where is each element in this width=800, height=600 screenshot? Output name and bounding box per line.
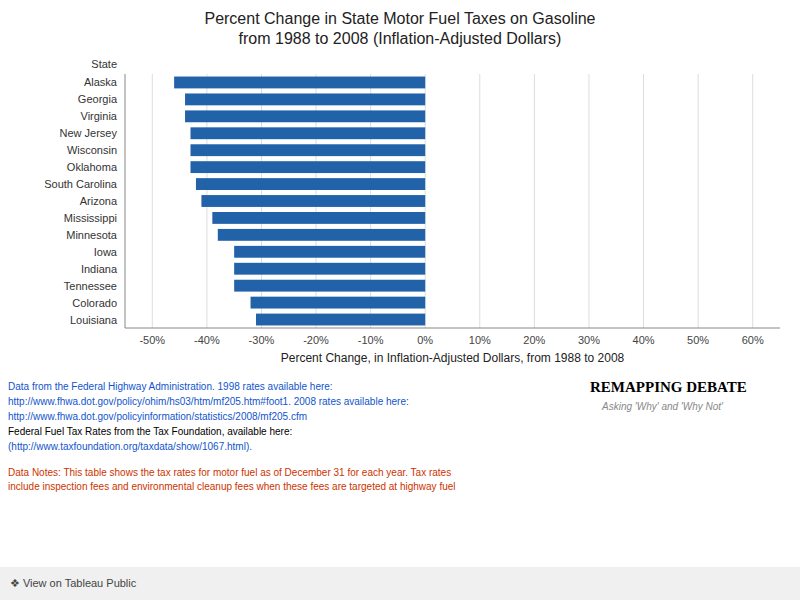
tick-label: 30% <box>578 334 600 346</box>
bar <box>185 110 425 122</box>
bars <box>174 77 425 326</box>
tick-label: -20% <box>303 334 329 346</box>
category-label: Arizona <box>80 195 118 207</box>
x-axis-line <box>125 328 780 329</box>
bar <box>201 195 425 207</box>
grid <box>152 74 752 328</box>
tick-label: -50% <box>139 334 165 346</box>
footer-line: http://www.fhwa.dot.gov/policy/ohim/hs03… <box>8 396 409 407</box>
category-label: South Carolina <box>44 178 118 190</box>
tick-label: 40% <box>633 334 655 346</box>
category-label: Oklahoma <box>67 161 118 173</box>
x-axis-label: Percent Change, in Inflation-Adjusted Do… <box>281 351 625 365</box>
grid-line <box>479 74 480 328</box>
grid-line <box>698 74 699 328</box>
bar <box>196 178 425 190</box>
y-axis-label: State <box>91 58 117 70</box>
grid-line <box>752 74 753 328</box>
x-ticks: -50% -40% -30% -20% -10% 0% 10% 20% 30% 40% 50% 60% <box>139 334 763 346</box>
category-label: Virginia <box>81 110 118 122</box>
category-label: Georgia <box>78 93 118 105</box>
logo-title: REMAPPING DEBATE <box>590 379 747 395</box>
grid-line <box>152 74 153 328</box>
toolbar-text: ❖ View on Tableau Public <box>10 577 137 589</box>
bar <box>256 314 425 326</box>
chart: Percent Change in State Motor Fuel Taxes… <box>0 0 800 600</box>
category-label: Colorado <box>72 297 117 309</box>
grid-line <box>643 74 644 328</box>
title: Percent Change in State Motor Fuel Taxes… <box>204 10 595 47</box>
tick-label: -40% <box>194 334 220 346</box>
bar <box>191 144 426 156</box>
tick-label: -10% <box>358 334 384 346</box>
bar <box>251 297 426 309</box>
footer-line: http://www.fhwa.dot.gov/policyinformatio… <box>8 411 307 422</box>
tick-label: 20% <box>523 334 545 346</box>
category-label: Tennessee <box>64 280 117 292</box>
bar <box>191 161 426 173</box>
bar <box>185 93 425 105</box>
bar <box>174 77 425 89</box>
data-note: Data Notes: This table shows the tax rat… <box>8 467 456 492</box>
category-label: Louisiana <box>70 314 118 326</box>
bar <box>234 263 425 275</box>
y-ticks: Alaska Georgia Virginia New Jersey Wisconsin… <box>44 76 118 325</box>
bar <box>218 229 425 241</box>
bar <box>234 280 425 292</box>
category-label: Mississippi <box>64 212 117 224</box>
footer-line: Data from the Federal Highway Administra… <box>8 381 333 392</box>
category-label: New Jersey <box>60 127 118 139</box>
tick-label: 0% <box>417 334 433 346</box>
category-label: Iowa <box>94 246 118 258</box>
category-label: Alaska <box>84 76 118 88</box>
category-label: Indiana <box>81 263 118 275</box>
category-label: Minnesota <box>66 229 118 241</box>
tick-label: -30% <box>249 334 275 346</box>
bar <box>234 246 425 258</box>
bar <box>212 212 425 224</box>
bar <box>191 127 426 139</box>
tick-label: 10% <box>469 334 491 346</box>
grid-line <box>534 74 535 328</box>
y-axis-line <box>125 74 126 328</box>
toolbar <box>0 567 800 600</box>
tick-label: 50% <box>687 334 709 346</box>
footer-line: (http://www.taxfoundation.org/taxdata/sh… <box>8 441 252 452</box>
logo-subtitle: Asking 'Why' and 'Why Not' <box>601 401 724 412</box>
grid-line <box>588 74 589 328</box>
footer-line: Federal Fuel Tax Rates from the Tax Foun… <box>8 426 292 437</box>
tick-label: 60% <box>742 334 764 346</box>
category-label: Wisconsin <box>67 144 117 156</box>
